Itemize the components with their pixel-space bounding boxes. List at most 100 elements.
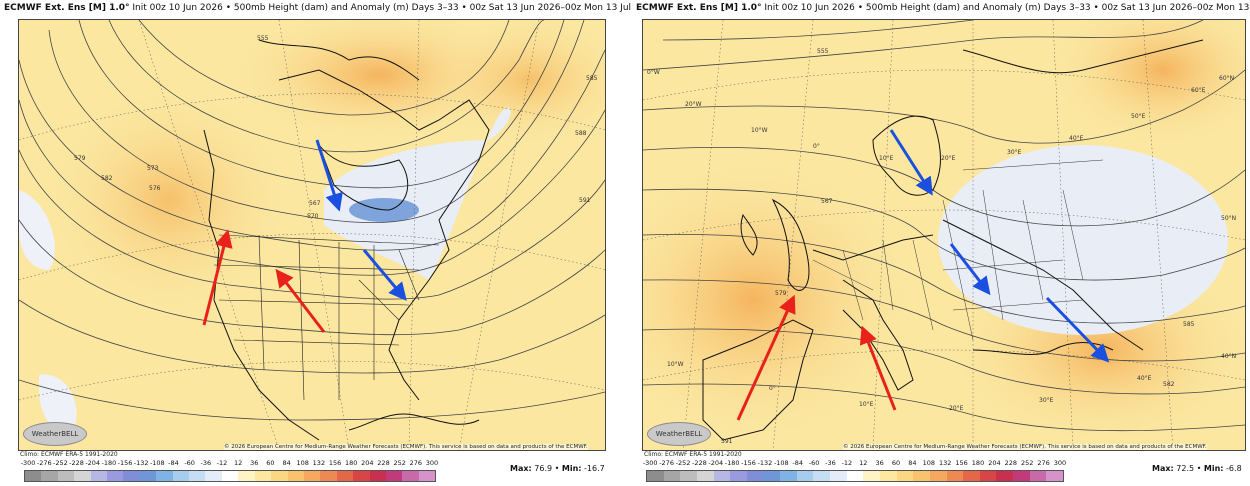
right-colorbar-ticks: -300 -276 -252 -228 -204 -180 -156 -132 -108 -84-… — [642, 459, 1068, 467]
colorbar-tick-label: 12 — [233, 459, 243, 467]
country-borders — [812, 159, 1104, 341]
svg-text:20°W: 20°W — [685, 101, 702, 108]
colorbar-swatch — [913, 471, 930, 481]
svg-text:10°E: 10°E — [859, 401, 874, 408]
right-title-details: Init 00z 10 Jun 2026 • 500mb Height (dam… — [764, 3, 1250, 13]
colorbar-tick-label: 132 — [939, 459, 952, 467]
colorbar-swatch — [139, 471, 157, 481]
colorbar-tick-label: -228 — [691, 459, 707, 467]
colorbar-swatch — [90, 471, 108, 481]
svg-text:570: 570 — [307, 213, 319, 220]
right-map-area: 0°W 20°W 10°W 0° 10°E 20°E 30°E 40°E 50°… — [642, 19, 1246, 451]
svg-text:40°E: 40°E — [1069, 135, 1084, 142]
colorbar-tick-label: -204 — [708, 459, 724, 467]
left-map-title: ECMWF Ext. Ens [M] 1.0° Init 00z 10 Jun … — [4, 3, 657, 13]
blue-arrow-hudson — [315, 139, 343, 212]
colorbar-swatch — [369, 471, 386, 481]
colorbar-tick-label: -204 — [85, 459, 101, 467]
colorbar-tick-label: 84 — [908, 459, 917, 467]
svg-text:10°W: 10°W — [751, 127, 768, 134]
colorbar-tick-label: -252 — [53, 459, 68, 467]
colorbar-swatch — [713, 471, 731, 481]
svg-text:30°E: 30°E — [1039, 397, 1054, 404]
svg-text:588: 588 — [575, 130, 587, 137]
colorbar-swatch — [879, 471, 897, 481]
colorbar-tick-label: 300 — [1053, 459, 1067, 467]
colorbar-swatch — [696, 471, 714, 481]
height-contours — [19, 20, 605, 421]
west-positive-anomaly — [39, 80, 299, 320]
colorbar-swatch — [963, 471, 980, 481]
svg-text:579: 579 — [74, 155, 86, 162]
colorbar-swatch — [830, 471, 847, 481]
left-map-area: 555 573 579 582 576 567 570 585 588 591 … — [18, 19, 606, 451]
right-colorbar — [646, 470, 1064, 482]
colorbar-tick-label: 60 — [891, 459, 901, 467]
svg-text:0°: 0° — [769, 385, 776, 392]
colorbar-swatch — [221, 471, 239, 481]
north-america-map: 555 573 579 582 576 567 570 585 588 591 — [19, 20, 605, 450]
colorbar-tick-label: 60 — [266, 459, 275, 467]
svg-text:576: 576 — [149, 185, 161, 192]
colorbar-tick-label: 204 — [361, 459, 374, 467]
svg-text:20°E: 20°E — [941, 155, 956, 162]
colorbar-swatch — [123, 471, 140, 481]
colorbar-tick-label: -132 — [757, 459, 773, 467]
colorbar-swatch — [863, 471, 880, 481]
colorbar-tick-label: -276 — [36, 459, 52, 467]
colorbar-tick-label: -300 — [20, 459, 36, 467]
colorbar-swatch — [647, 471, 664, 481]
svg-text:50°N: 50°N — [1221, 215, 1236, 222]
svg-text:579: 579 — [775, 290, 787, 297]
colorbar-swatch — [287, 471, 304, 481]
colorbar-tick-label: 36 — [250, 459, 259, 467]
svg-text:567: 567 — [821, 198, 833, 205]
blue-arrow-baltic — [889, 129, 933, 196]
colorbar-tick-label: 108 — [296, 459, 309, 467]
colorbar-swatch — [763, 471, 781, 481]
colorbar-tick-label: -60 — [184, 459, 195, 467]
colorbar-swatch — [929, 471, 947, 481]
colorbar-tick-label: 156 — [328, 459, 342, 467]
colorbar-swatch — [730, 471, 747, 481]
svg-text:10°E: 10°E — [879, 155, 894, 162]
colorbar-tick-label: 156 — [955, 459, 968, 467]
left-max-value: 76.9 — [534, 464, 553, 473]
blue-arrow-ukraine — [1045, 296, 1110, 363]
colorbar-tick-label: 84 — [282, 459, 291, 467]
colorbar-tick-label: 12 — [859, 459, 868, 467]
colorbar-swatch — [813, 471, 831, 481]
colorbar-tick-label: 204 — [988, 459, 1001, 467]
colorbar-tick-label: -156 — [117, 459, 133, 467]
colorbar-tick-label: -108 — [773, 459, 789, 467]
colorbar-swatch — [74, 471, 91, 481]
colorbar-tick-label: 180 — [344, 459, 358, 467]
europe-map: 0°W 20°W 10°W 0° 10°E 20°E 30°E 40°E 50°… — [643, 20, 1245, 450]
colorbar-tick-label: 300 — [425, 459, 439, 467]
blue-arrow-poland — [949, 243, 991, 296]
right-grid-labels: 0°W 20°W 10°W 0° 10°E 20°E 30°E 40°E 50°… — [647, 69, 1236, 412]
colorbar-swatch — [663, 471, 681, 481]
colorbar-swatch — [418, 471, 436, 481]
colorbar-tick-label: 252 — [393, 459, 406, 467]
red-arrow-iberia — [736, 294, 796, 421]
colorbar-swatch — [107, 471, 124, 481]
colorbar-tick-label: -132 — [133, 459, 149, 467]
colorbar-swatch — [41, 471, 58, 481]
colorbar-swatch — [156, 471, 173, 481]
left-colorbar — [24, 470, 436, 482]
svg-text:567: 567 — [309, 200, 321, 207]
colorbar-tick-label: 228 — [377, 459, 390, 467]
colorbar-tick-label: 180 — [971, 459, 985, 467]
colorbar-tick-label: 108 — [922, 459, 936, 467]
left-title-model: ECMWF Ext. Ens [M] 1.0° — [4, 3, 130, 13]
left-title-details: Init 00z 10 Jun 2026 • 500mb Height (dam… — [132, 3, 657, 13]
red-arrow-west — [202, 229, 233, 326]
left-climo-note: Climo: ECMWF ERA-5 1991-2020 — [20, 451, 118, 458]
left-colorbar-ticks: -300 -276 -252 -228 -204 -180 -156 -132 -108 -84-… — [20, 459, 440, 467]
svg-text:30°E: 30°E — [1007, 149, 1022, 156]
colorbar-swatch — [896, 471, 914, 481]
right-max-min: Max: 72.5 • Min: -6.8 — [1152, 464, 1242, 473]
colorbar-swatch — [238, 471, 255, 481]
colorbar-swatch — [796, 471, 814, 481]
